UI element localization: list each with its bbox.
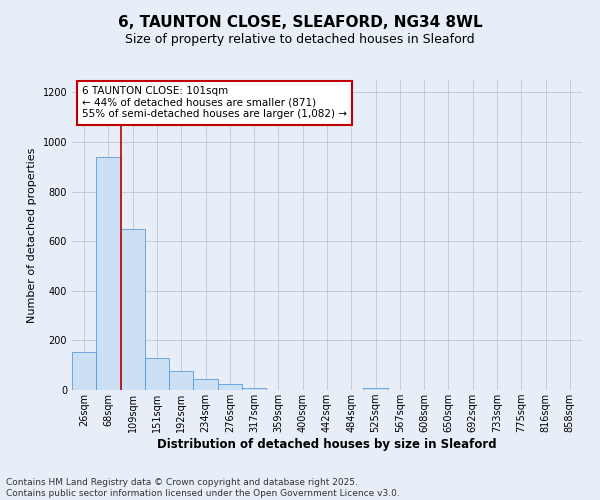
Text: 6 TAUNTON CLOSE: 101sqm
← 44% of detached houses are smaller (871)
55% of semi-d: 6 TAUNTON CLOSE: 101sqm ← 44% of detache… (82, 86, 347, 120)
Bar (145, 358, 169, 390)
Text: Size of property relative to detached houses in Sleaford: Size of property relative to detached ho… (125, 32, 475, 46)
Bar (193, 379, 218, 390)
Bar (364, 388, 388, 390)
X-axis label: Distribution of detached houses by size in Sleaford: Distribution of detached houses by size … (157, 438, 497, 451)
Bar (121, 229, 145, 390)
Bar (218, 384, 242, 390)
Bar (72, 352, 96, 390)
Text: Contains HM Land Registry data © Crown copyright and database right 2025.
Contai: Contains HM Land Registry data © Crown c… (6, 478, 400, 498)
Bar (96, 157, 121, 390)
Bar (242, 388, 266, 390)
Y-axis label: Number of detached properties: Number of detached properties (27, 148, 37, 322)
Text: 6, TAUNTON CLOSE, SLEAFORD, NG34 8WL: 6, TAUNTON CLOSE, SLEAFORD, NG34 8WL (118, 15, 482, 30)
Bar (169, 372, 193, 390)
